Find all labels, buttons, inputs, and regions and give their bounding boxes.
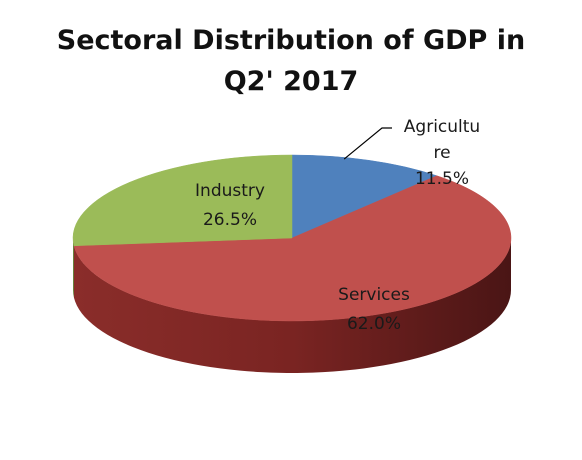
data-label-industry-value: 26.5% xyxy=(203,210,257,230)
pie-slice-industry xyxy=(72,154,293,247)
pie-side-services xyxy=(73,238,512,373)
data-label-agriculture-name-1: Agricultu xyxy=(404,117,480,137)
chart-title-line-2: Q2' 2017 xyxy=(224,66,359,97)
data-label-industry-name-1: Industry xyxy=(195,181,265,201)
pie-side-industry xyxy=(73,238,74,298)
chart-title-line-1: Sectoral Distribution of GDP in xyxy=(57,25,525,56)
leader-line-agriculture xyxy=(343,127,392,160)
pie-tops xyxy=(72,154,512,322)
data-label-services-value: 62.0% xyxy=(347,314,401,334)
data-label-services-name-1: Services xyxy=(338,285,410,305)
data-label-agriculture-value: 11.5% xyxy=(415,169,469,189)
pie-slice-services xyxy=(73,175,512,322)
data-label-agriculture-name-2: re xyxy=(433,143,450,163)
pie-slice-agriculture xyxy=(291,154,438,239)
pie-leaders xyxy=(343,127,392,160)
pie-sides xyxy=(73,238,512,373)
pie-labels: Agricultu re 11.5% Services 62.0% Industry 26.… xyxy=(195,117,480,334)
